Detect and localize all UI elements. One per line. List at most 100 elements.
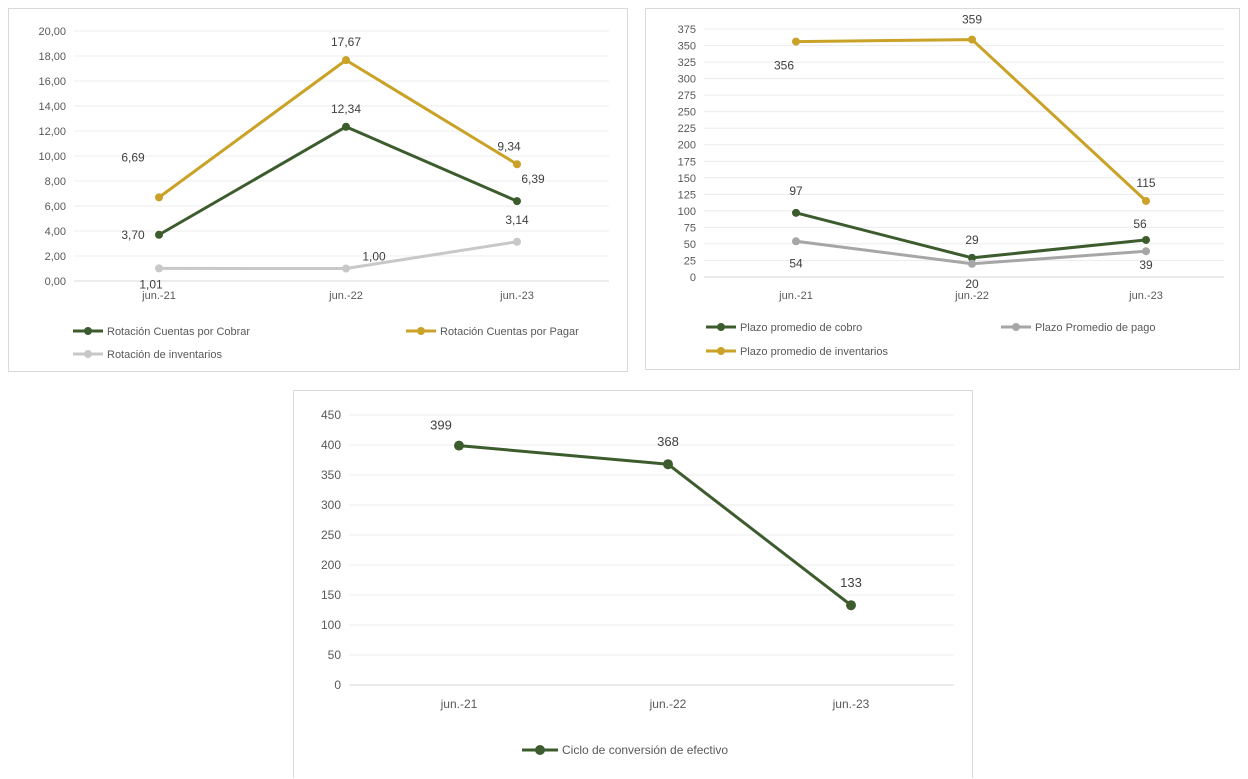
y-tick-label: 4,00 bbox=[45, 226, 66, 238]
x-tick-label: jun.-22 bbox=[954, 290, 989, 302]
data-label: 399 bbox=[430, 418, 452, 433]
data-point bbox=[513, 237, 521, 246]
y-tick-label: 450 bbox=[321, 408, 341, 422]
series-line bbox=[158, 240, 518, 270]
chart-average-terms: 0 25 50 75 100 125 150 175 200 225 250 275 300 325 350… bbox=[645, 8, 1240, 370]
data-point bbox=[454, 440, 464, 451]
chart-turnover-ratios-svg: 0,00 2,00 4,00 6,00 8,00 10,00 12,00 14,00 16,00… bbox=[38, 26, 609, 361]
y-tick-label: 50 bbox=[328, 648, 342, 662]
data-label: 6,39 bbox=[521, 172, 545, 186]
y-tick-label: 0 bbox=[334, 678, 341, 692]
chart-turnover-ratios: 0,00 2,00 4,00 6,00 8,00 10,00 12,00 14,00 16,00… bbox=[8, 8, 628, 372]
legend-label: Plazo promedio de inventarios bbox=[740, 346, 888, 358]
legend-swatch-marker bbox=[417, 327, 425, 335]
legend-swatch-marker bbox=[535, 745, 545, 755]
data-point bbox=[155, 230, 163, 239]
data-point bbox=[1142, 247, 1150, 256]
y-tick-label: 50 bbox=[684, 239, 696, 251]
y-tick-label: 400 bbox=[321, 438, 341, 452]
x-tick-label: jun.-23 bbox=[832, 697, 870, 711]
y-tick-label: 350 bbox=[321, 468, 341, 482]
x-tick-label: jun.-21 bbox=[778, 290, 813, 302]
y-tick-label: 100 bbox=[678, 206, 696, 218]
x-tick-label: jun.-22 bbox=[328, 290, 363, 302]
legend-label: Rotación Cuentas por Pagar bbox=[440, 326, 579, 338]
data-label: 17,67 bbox=[331, 35, 361, 49]
y-tick-label: 0 bbox=[690, 272, 696, 284]
legend-swatch-marker bbox=[1012, 323, 1020, 331]
chart-average-terms-svg: 0 25 50 75 100 125 150 175 200 225 250 275 300 325 350… bbox=[678, 13, 1224, 358]
y-tick-label: 150 bbox=[321, 588, 341, 602]
series-line bbox=[458, 444, 852, 607]
y-tick-label: 350 bbox=[678, 41, 696, 53]
y-tick-label: 12,00 bbox=[38, 126, 66, 138]
legend-swatch-marker bbox=[84, 327, 92, 335]
y-tick-label: 200 bbox=[678, 140, 696, 152]
legend-swatch-marker bbox=[84, 350, 92, 358]
x-tick-label: jun.-23 bbox=[499, 290, 534, 302]
y-tick-label: 20,00 bbox=[38, 26, 66, 38]
data-label: 1,01 bbox=[139, 277, 163, 291]
y-tick-label: 300 bbox=[678, 74, 696, 86]
y-tick-label: 10,00 bbox=[38, 151, 66, 163]
y-tick-label: 250 bbox=[321, 528, 341, 542]
x-tick-label: jun.-22 bbox=[649, 697, 687, 711]
chart-cash-conversion-cycle-svg: 0 50 100 150 200 250 300 350 400 450 jun.-21 jun.-2… bbox=[321, 408, 954, 757]
data-label: 6,69 bbox=[121, 150, 145, 164]
y-tick-label: 325 bbox=[678, 57, 696, 69]
data-point bbox=[155, 264, 163, 273]
y-tick-label: 6,00 bbox=[45, 201, 66, 213]
y-tick-label: 375 bbox=[678, 24, 696, 36]
y-tick-label: 14,00 bbox=[38, 101, 66, 113]
legend-label: Plazo Promedio de pago bbox=[1035, 322, 1155, 334]
data-label: 3,14 bbox=[505, 213, 529, 227]
data-point bbox=[792, 208, 800, 217]
data-point bbox=[792, 237, 800, 246]
data-point bbox=[663, 459, 673, 470]
data-point bbox=[1142, 196, 1150, 205]
data-label: 54 bbox=[789, 256, 803, 270]
y-tick-label: 25 bbox=[684, 255, 696, 267]
legend-label: Ciclo de conversión de efectivo bbox=[562, 743, 728, 757]
data-label: 39 bbox=[1139, 258, 1153, 272]
data-label: 56 bbox=[1133, 217, 1147, 231]
data-point bbox=[846, 600, 856, 611]
data-point bbox=[342, 122, 350, 131]
data-point bbox=[513, 160, 521, 169]
y-tick-label: 2,00 bbox=[45, 251, 66, 263]
data-label: 1,00 bbox=[362, 250, 386, 264]
data-label: 356 bbox=[774, 59, 794, 73]
y-tick-label: 300 bbox=[321, 498, 341, 512]
data-point bbox=[342, 264, 350, 273]
y-tick-label: 100 bbox=[321, 618, 341, 632]
data-point bbox=[968, 259, 976, 268]
x-tick-label: jun.-23 bbox=[1128, 290, 1163, 302]
legend-label: Rotación Cuentas por Cobrar bbox=[107, 326, 250, 338]
data-label: 12,34 bbox=[331, 102, 361, 116]
data-label: 97 bbox=[789, 184, 803, 198]
y-tick-label: 16,00 bbox=[38, 76, 66, 88]
data-point bbox=[968, 253, 976, 262]
data-point bbox=[968, 35, 976, 44]
legend-label: Rotación de inventarios bbox=[107, 349, 222, 361]
chart-cash-conversion-cycle: 0 50 100 150 200 250 300 350 400 450 jun.-21 jun.-2… bbox=[293, 390, 973, 778]
data-label: 133 bbox=[840, 575, 862, 590]
y-tick-label: 18,00 bbox=[38, 51, 66, 63]
data-point bbox=[155, 193, 163, 202]
data-point bbox=[792, 37, 800, 46]
y-tick-label: 275 bbox=[678, 90, 696, 102]
y-tick-label: 250 bbox=[678, 107, 696, 119]
data-point bbox=[1142, 235, 1150, 244]
y-tick-label: 0,00 bbox=[45, 276, 66, 288]
series-line bbox=[795, 38, 1148, 203]
legend-swatch-marker bbox=[717, 347, 725, 355]
data-label: 9,34 bbox=[497, 139, 521, 153]
data-label: 115 bbox=[1136, 176, 1155, 190]
data-label: 3,70 bbox=[121, 228, 145, 242]
legend-label: Plazo promedio de cobro bbox=[740, 322, 862, 334]
data-label: 359 bbox=[962, 13, 982, 27]
y-tick-label: 175 bbox=[678, 156, 696, 168]
data-point bbox=[513, 197, 521, 206]
y-tick-label: 225 bbox=[678, 123, 696, 135]
x-tick-label: jun.-21 bbox=[141, 290, 176, 302]
